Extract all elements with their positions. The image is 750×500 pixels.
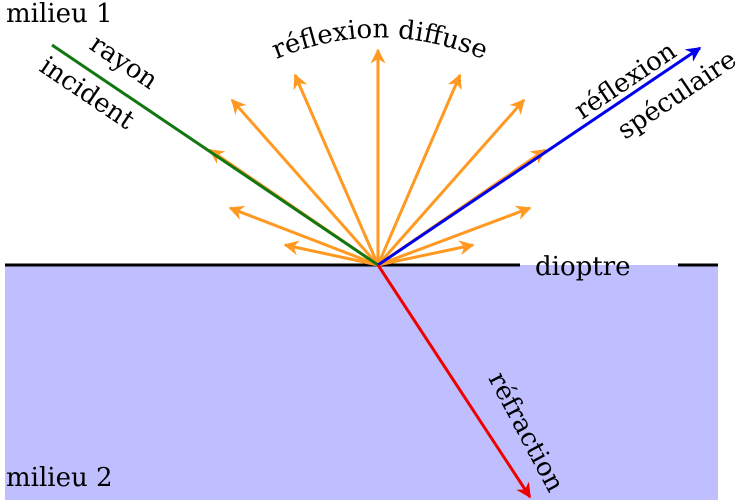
diffuse-ray — [377, 205, 532, 267]
diffuse-ray — [376, 73, 462, 266]
specular-ray — [377, 46, 702, 267]
label: dioptre — [535, 252, 631, 282]
label: réflexion diffuse — [268, 14, 492, 65]
medium-2 — [5, 265, 718, 500]
diffuse-ray — [228, 205, 379, 267]
diffuse-ray — [376, 98, 526, 266]
refraction-ray — [376, 264, 532, 499]
diffuse-ray — [283, 240, 379, 267]
label: milieu 2 — [6, 463, 113, 493]
label: réflexion diffuse — [268, 14, 492, 65]
diffuse-rays — [208, 48, 547, 267]
label: milieu 1 — [6, 0, 113, 29]
diffuse-ray — [377, 240, 475, 267]
diffuse-ray — [293, 73, 380, 266]
diffuse-ray — [230, 98, 380, 266]
incident-ray — [51, 43, 379, 267]
